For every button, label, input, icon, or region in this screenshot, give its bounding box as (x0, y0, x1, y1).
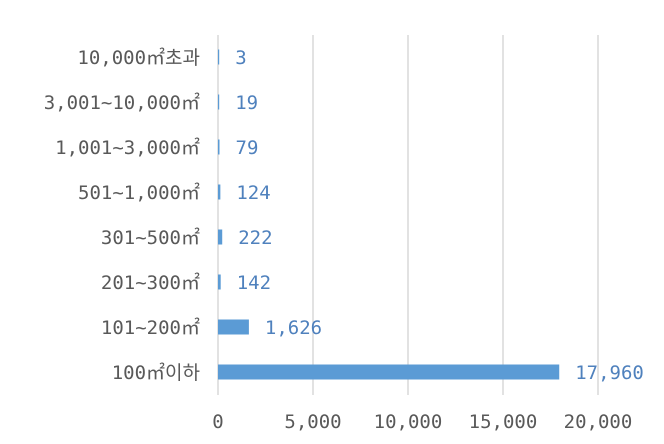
bar (218, 274, 221, 290)
data-label: 222 (238, 227, 272, 249)
category-label: 501~1,000㎡ (78, 181, 200, 204)
x-tick-label: 20,000 (564, 411, 633, 433)
category-label: 100㎡이하 (112, 361, 200, 384)
category-label: 1,001~3,000㎡ (55, 136, 200, 159)
bar (218, 364, 560, 380)
x-tick-label: 0 (212, 411, 223, 433)
bar (218, 229, 223, 245)
x-tick-label: 10,000 (374, 411, 443, 433)
bar (218, 94, 220, 110)
category-label: 3,001~10,000㎡ (44, 91, 200, 114)
data-label: 142 (237, 272, 271, 294)
data-label: 19 (235, 92, 258, 114)
x-tick-label: 5,000 (284, 411, 341, 433)
data-label: 124 (236, 182, 270, 204)
bar (218, 49, 220, 65)
category-label: 301~500㎡ (101, 226, 200, 249)
bar (218, 139, 220, 155)
x-tick-label: 15,000 (469, 411, 538, 433)
data-label: 17,960 (575, 362, 644, 384)
data-label: 3 (235, 47, 246, 69)
data-label: 79 (236, 137, 259, 159)
bar (218, 184, 221, 200)
category-label: 10,000㎡초과 (77, 46, 200, 69)
category-label: 201~300㎡ (101, 271, 200, 294)
category-label: 101~200㎡ (101, 316, 200, 339)
data-label: 1,626 (265, 317, 322, 339)
bar (218, 319, 249, 335)
